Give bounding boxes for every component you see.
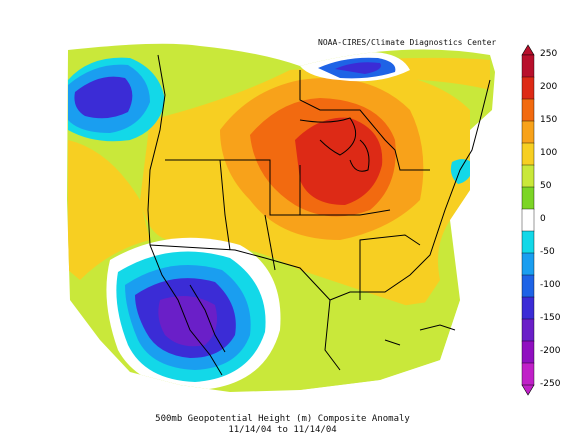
colorbar [521,44,535,396]
colorbar-label: 0 [540,214,546,224]
colorbar-label: -250 [540,379,561,389]
credit-text: NOAA-CIRES/Climate Diagnostics Center [318,38,497,47]
colorbar-segment [521,296,535,320]
colorbar-segment [521,208,535,232]
map-title: 500mb Geopotential Height (m) Composite … [155,414,410,424]
colorbar-segment [521,252,535,276]
colorbar-segment [521,340,535,364]
colorbar-label: 200 [540,82,558,92]
colorbar-segment [521,274,535,298]
colorbar-label: 50 [540,181,552,191]
colorbar-label: -150 [540,313,561,323]
colorbar-segment [521,98,535,122]
colorbar-segment [521,76,535,100]
colorbar-segment [521,164,535,188]
colorbar-bottom-arrow [521,384,535,396]
colorbar-label: -100 [540,280,561,290]
colorbar-label: 100 [540,148,558,158]
colorbar-segment [521,120,535,144]
colorbar-label: 150 [540,115,558,125]
colorbar-label: 250 [540,49,558,59]
anomaly-field [67,43,495,392]
colorbar-segment [521,142,535,166]
coastlines [147,54,491,376]
colorbar-segment [521,362,535,386]
colorbar-top-arrow [521,44,535,56]
colorbar-segment [521,318,535,342]
colorbar-label: -50 [540,247,555,257]
colorbar-segment [521,186,535,210]
date-range: 11/14/04 to 11/14/04 [228,425,337,435]
colorbar-segment [521,54,535,78]
colorbar-segment [521,230,535,254]
colorbar-label: -200 [540,346,561,356]
